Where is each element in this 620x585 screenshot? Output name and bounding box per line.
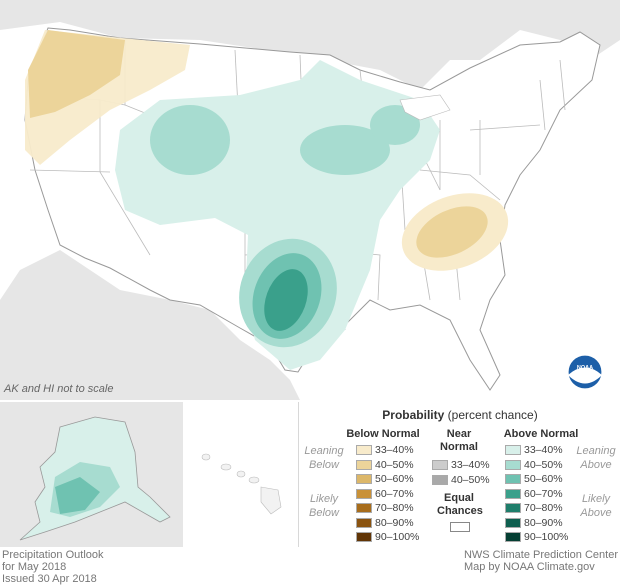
below-label-0: 33–40% (375, 444, 414, 456)
above-swatch-2 (505, 474, 521, 484)
below-swatch-3 (356, 488, 372, 499)
above-row-1: 40–50% (505, 459, 563, 471)
above-normal-shading (115, 60, 440, 370)
legend-title-bold: Probability (382, 408, 445, 422)
below-row-1: 40–50% (356, 459, 414, 471)
below-normal-shading (25, 30, 509, 271)
near-row-0: 33–40% (432, 459, 490, 471)
above-label-2: 50–60% (524, 473, 563, 485)
above-iowa-40 (300, 125, 390, 175)
below-row-5: 80–90% (356, 517, 414, 529)
alaska-inset (0, 402, 183, 547)
equal-chances-swatch (450, 522, 470, 532)
footer-title: Precipitation Outlook (2, 549, 104, 561)
below-pacific-nw-40 (28, 30, 125, 118)
below-row-6: 90–100% (356, 531, 419, 543)
below-row-4: 70–80% (356, 502, 414, 514)
near-swatch-1 (432, 474, 448, 485)
above-label-0: 33–40% (524, 444, 563, 456)
near-row-1: 40–50% (432, 474, 490, 486)
noaa-logo: NOAA (567, 354, 603, 390)
gulf-water (300, 345, 500, 400)
near-swatch-0 (432, 460, 448, 470)
above-swatch-4 (505, 503, 521, 513)
equal-chances-label: Equal Chances (437, 492, 483, 517)
legend-title: Probability (percent chance) (299, 408, 620, 422)
below-label-6: 90–100% (375, 531, 420, 543)
hawaii-inset (186, 402, 296, 547)
leaning-below-label: Leaning Below (304, 445, 344, 471)
above-label-4: 70–80% (524, 502, 563, 514)
canada-land (0, 0, 620, 90)
above-swatch-3 (505, 488, 521, 499)
above-row-6: 90–100% (505, 531, 568, 543)
footer-right: NWS Climate Prediction Center Map by NOA… (464, 549, 618, 573)
below-southeast-40 (416, 206, 488, 258)
mexico-land (0, 250, 300, 400)
near-normal-heading-1: Near (446, 428, 472, 440)
above-michigan-40 (370, 105, 420, 145)
footer-source: NWS Climate Prediction Center (463, 549, 618, 561)
near-normal-heading-2: Normal (440, 441, 478, 453)
legend: Probability (percent chance) Below Norma… (298, 402, 620, 547)
likely-below-label: Likely Below (309, 493, 339, 519)
below-label-4: 70–80% (375, 502, 414, 514)
below-swatch-4 (356, 503, 372, 513)
below-row-3: 60–70% (356, 488, 414, 500)
below-normal-heading: Below Normal (346, 428, 420, 440)
great-lakes (399, 94, 451, 121)
legend-title-rest: (percent chance) (444, 408, 538, 422)
below-label-1: 40–50% (375, 458, 414, 471)
above-normal-heading: Above Normal (503, 428, 579, 440)
above-row-5: 80–90% (505, 517, 563, 529)
noaa-logo-text: NOAA (577, 365, 593, 371)
below-swatch-1 (356, 459, 372, 470)
above-texas-60 (264, 269, 308, 331)
above-row-4: 70–80% (505, 502, 563, 514)
below-label-2: 50–60% (375, 473, 414, 485)
above-row-0: 33–40% (505, 444, 563, 456)
map-panel: NOAA (0, 0, 620, 400)
above-row-2: 50–60% (505, 473, 563, 485)
conus-map: NOAA (0, 0, 620, 400)
below-label-3: 60–70% (375, 487, 414, 500)
below-label-5: 80–90% (375, 516, 414, 529)
above-label-1: 40–50% (524, 458, 563, 471)
above-label-5: 80–90% (524, 516, 563, 529)
footer-period: for May 2018 (2, 561, 67, 573)
above-label-3: 60–70% (524, 487, 563, 500)
above-wyoming-40 (150, 105, 230, 175)
below-row-0: 33–40% (356, 444, 414, 456)
footer-credit: Map by NOAA Climate.gov (463, 561, 595, 573)
below-row-2: 50–60% (356, 473, 414, 485)
below-swatch-6 (356, 532, 372, 542)
near-label-1: 40–50% (451, 473, 490, 486)
below-swatch-0 (356, 445, 372, 455)
above-label-6: 90–100% (524, 531, 569, 543)
above-swatch-5 (505, 517, 521, 528)
alaska-above-50 (55, 477, 100, 514)
above-row-3: 60–70% (505, 488, 563, 500)
below-swatch-5 (356, 517, 372, 528)
above-swatch-1 (505, 459, 521, 470)
leaning-above-label: Leaning Above (576, 445, 616, 471)
likely-above-label: Likely Above (580, 493, 612, 519)
footer-issued: Issued 30 Apr 2018 (2, 573, 97, 585)
scale-note: AK and HI not to scale (4, 383, 114, 395)
above-swatch-6 (505, 532, 521, 542)
near-label-0: 33–40% (451, 459, 490, 471)
above-swatch-0 (505, 445, 521, 455)
footer-left: Precipitation Outlook for May 2018 Issue… (2, 549, 104, 585)
below-swatch-2 (356, 474, 372, 484)
